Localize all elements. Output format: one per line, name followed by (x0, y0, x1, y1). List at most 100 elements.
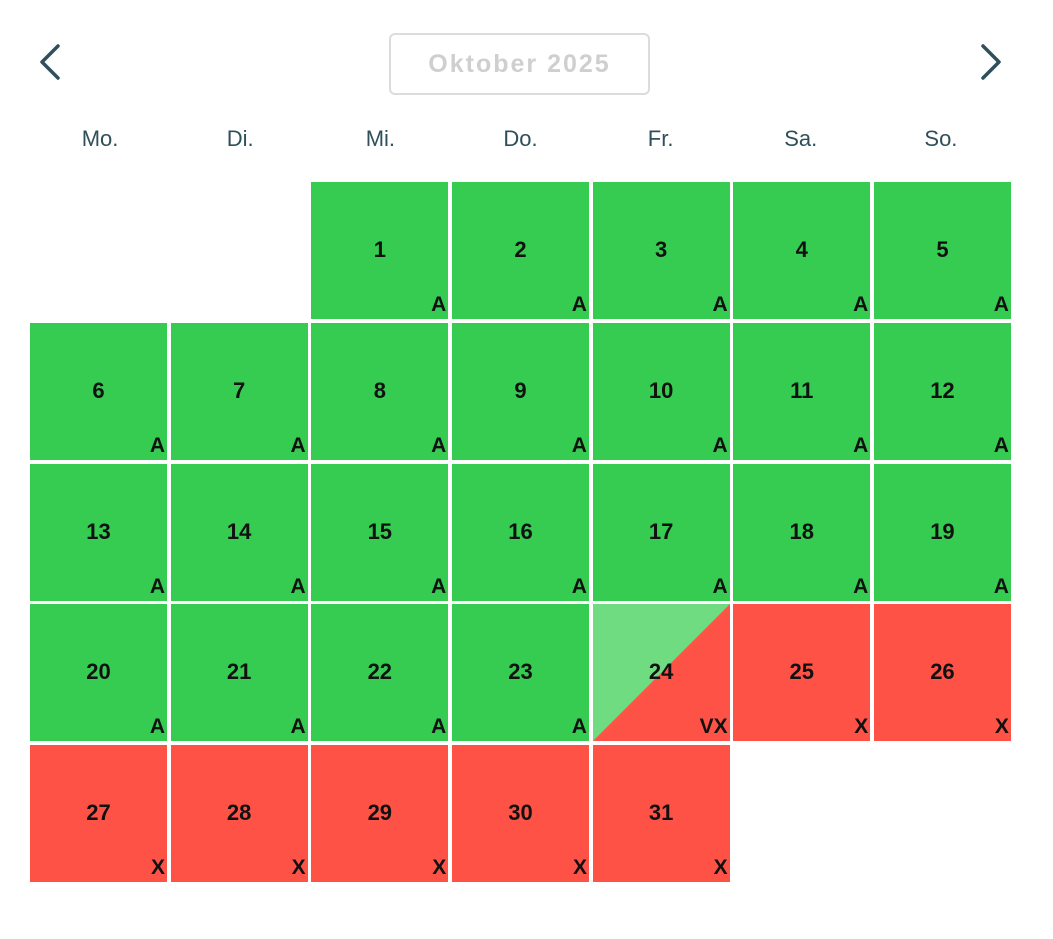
day-status-code: A (571, 715, 587, 739)
day-number: 1 (373, 237, 386, 262)
day-cell-30[interactable]: 30 X (451, 745, 589, 882)
day-number: 27 (86, 800, 111, 825)
empty-day-cell (30, 182, 167, 319)
day-cell-11[interactable]: 11 A (733, 322, 871, 460)
day-number: 22 (367, 659, 393, 685)
day-number: 4 (795, 237, 808, 262)
day-number: 6 (92, 377, 105, 403)
day-number: 2 (514, 237, 527, 262)
day-status-code: A (149, 433, 165, 457)
day-status-code: A (993, 433, 1009, 457)
day-number: 11 (790, 377, 814, 403)
day-status-code: A (431, 293, 447, 316)
weekday-saturday: Sa. (784, 126, 818, 151)
day-number: 29 (367, 800, 393, 825)
day-cell-26[interactable]: 26 X (873, 604, 1011, 742)
day-cell-24[interactable]: 24 VX (592, 604, 730, 742)
day-status-code: A (431, 715, 447, 739)
day-number: 25 (789, 659, 815, 685)
day-number: 24 (648, 659, 674, 685)
day-grid: 1 A 2 A 3 A 4 A 5 A 6 A 7 A 8 A 9 A 10 A 11 A 12 A 13 A 14 A 15 A 16 A 1… (30, 182, 1011, 882)
weekday-wednesday: Mi. (365, 126, 396, 151)
day-status-code: A (712, 433, 728, 457)
day-number: 5 (936, 237, 949, 262)
day-cell-18[interactable]: 18 A (733, 463, 871, 601)
day-status-code: A (290, 433, 306, 457)
weekday-tuesday: Di. (226, 126, 254, 151)
day-cell-10[interactable]: 10 A (592, 322, 730, 460)
day-cell-12[interactable]: 12 A (873, 322, 1011, 460)
day-number: 17 (648, 518, 674, 544)
day-cell-19[interactable]: 19 A (873, 463, 1011, 601)
day-cell-21[interactable]: 21 A (170, 604, 308, 742)
day-number: 26 (930, 659, 955, 685)
day-status-code: A (571, 293, 587, 316)
day-cell-15[interactable]: 15 A (311, 463, 449, 601)
day-status-code: X (854, 715, 869, 739)
day-status-code: A (712, 574, 728, 598)
next-month-button[interactable] (971, 40, 1011, 84)
day-status-code: X (150, 856, 165, 879)
day-status-code: A (431, 574, 447, 598)
day-cell-25[interactable]: 25 X (733, 604, 871, 742)
day-status-code: X (572, 856, 587, 879)
day-number: 16 (508, 518, 533, 544)
empty-day-cell (171, 182, 308, 319)
day-number: 3 (655, 237, 668, 262)
day-cell-31[interactable]: 31 X (592, 745, 730, 882)
day-number: 10 (648, 377, 674, 403)
day-status-code: X (994, 715, 1009, 739)
day-cell-23[interactable]: 23 A (451, 604, 589, 742)
day-status-code: A (993, 293, 1009, 316)
day-number: 7 (233, 377, 246, 403)
day-status-code: A (712, 293, 728, 316)
day-number: 19 (930, 518, 955, 544)
day-number: 8 (373, 377, 386, 403)
day-cell-16[interactable]: 16 A (451, 463, 589, 601)
weekday-monday: Mo. (81, 126, 119, 151)
day-number: 9 (514, 377, 527, 403)
day-cell-14[interactable]: 14 A (170, 463, 308, 601)
day-status-code: A (431, 433, 447, 457)
day-number: 30 (508, 800, 533, 825)
day-status-code: A (290, 574, 306, 598)
prev-month-button[interactable] (30, 40, 70, 84)
weekday-thursday: Do. (503, 126, 538, 151)
day-status-code: A (571, 574, 587, 598)
day-number: 13 (86, 518, 111, 544)
day-status-code: A (853, 293, 869, 316)
day-status-code: A (993, 574, 1009, 598)
day-number: 21 (226, 659, 252, 685)
day-status-code: VX (699, 715, 728, 739)
day-cell-20[interactable]: 20 A (30, 604, 167, 742)
day-cell-28[interactable]: 28 X (170, 745, 308, 882)
day-number: 23 (508, 659, 533, 685)
day-status-code: A (571, 433, 587, 457)
day-number: 12 (930, 377, 955, 403)
month-title[interactable]: Oktober 2025 (389, 33, 650, 95)
day-cell-27[interactable]: 27 X (30, 745, 167, 882)
weekday-friday: Fr. (647, 126, 674, 151)
weekday-sunday: So. (924, 126, 958, 151)
day-status-code: X (713, 856, 728, 879)
day-cell-17[interactable]: 17 A (592, 463, 730, 601)
chevron-right-icon (981, 44, 1001, 80)
day-number: 18 (789, 518, 815, 544)
day-cell-13[interactable]: 13 A (30, 463, 167, 601)
day-number: 20 (86, 659, 111, 685)
chevron-left-icon (40, 44, 60, 80)
day-cell-29[interactable]: 29 X (311, 745, 449, 882)
weekday-header-row: Mo. Di. Mi. Do. Fr. Sa. So. (30, 122, 1011, 156)
day-number: 14 (226, 518, 252, 544)
day-cell-22[interactable]: 22 A (311, 604, 449, 742)
